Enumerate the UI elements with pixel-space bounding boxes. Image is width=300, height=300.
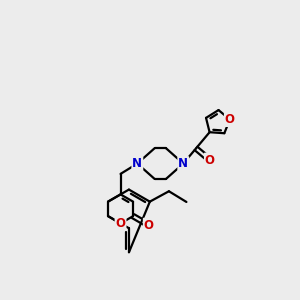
- Text: O: O: [144, 219, 154, 232]
- Text: O: O: [116, 217, 126, 230]
- Text: N: N: [178, 157, 188, 170]
- Text: O: O: [205, 154, 215, 166]
- Text: O: O: [225, 113, 235, 126]
- Text: N: N: [132, 157, 142, 170]
